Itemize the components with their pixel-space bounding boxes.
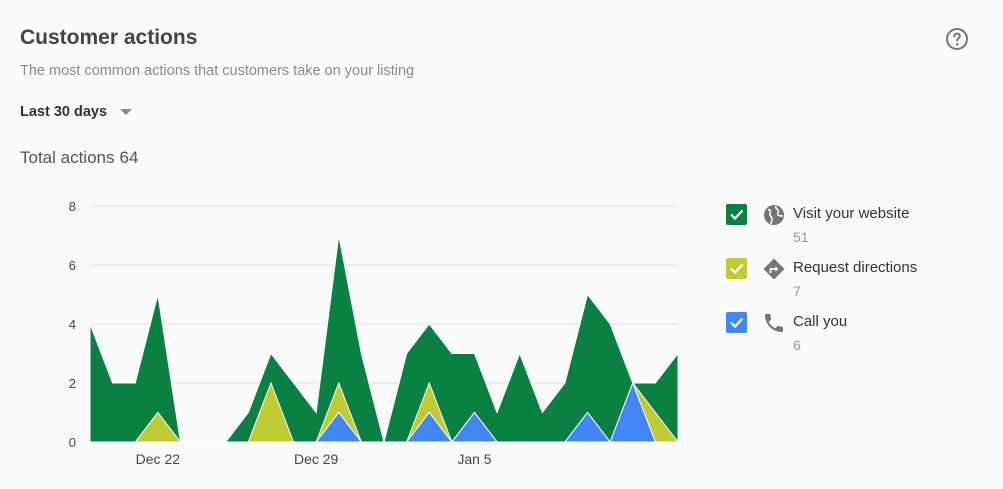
legend-label-directions: Request directions — [793, 259, 918, 276]
actions-area-chart: 0 2 4 6 8 Dec 22 Dec 29 Jan 5 — [69, 199, 680, 467]
series-area-visit-your-website — [89, 235, 679, 443]
calls-checkbox[interactable] — [726, 312, 747, 333]
checkmark-icon — [730, 317, 744, 329]
x-tick-label: Jan 5 — [457, 451, 491, 467]
x-tick-label: Dec 22 — [136, 451, 181, 467]
y-tick-label: 4 — [69, 317, 76, 332]
legend-label-calls: Call you — [793, 313, 848, 330]
help-circle-icon[interactable] — [945, 27, 969, 51]
page-title: Customer actions — [20, 26, 198, 49]
x-tick-label: Dec 29 — [294, 451, 339, 467]
globe-icon — [764, 205, 784, 225]
total-actions: Total actions 64 — [20, 148, 138, 168]
caret-down-icon — [120, 109, 133, 115]
legend-label-website: Visit your website — [793, 205, 910, 222]
directions-icon — [763, 258, 785, 280]
total-actions-label: Total actions — [20, 148, 115, 167]
checkmark-icon — [730, 209, 744, 221]
date-range-dropdown[interactable]: Last 30 days — [20, 104, 133, 120]
series-area-call-you — [90, 381, 678, 444]
total-actions-value: 64 — [119, 148, 139, 167]
legend-value-website: 51 — [793, 229, 809, 245]
website-checkbox[interactable] — [726, 204, 747, 225]
y-tick-label: 0 — [69, 435, 76, 450]
y-tick-label: 2 — [69, 376, 76, 391]
legend-value-calls: 6 — [793, 337, 801, 353]
phone-icon — [765, 314, 783, 332]
date-range-label: Last 30 days — [20, 104, 108, 120]
y-tick-label: 8 — [69, 199, 76, 214]
legend-value-directions: 7 — [793, 283, 801, 299]
directions-checkbox[interactable] — [726, 258, 747, 279]
y-tick-label: 6 — [69, 258, 76, 273]
checkmark-icon — [730, 263, 744, 275]
page-subtitle: The most common actions that customers t… — [20, 63, 415, 79]
